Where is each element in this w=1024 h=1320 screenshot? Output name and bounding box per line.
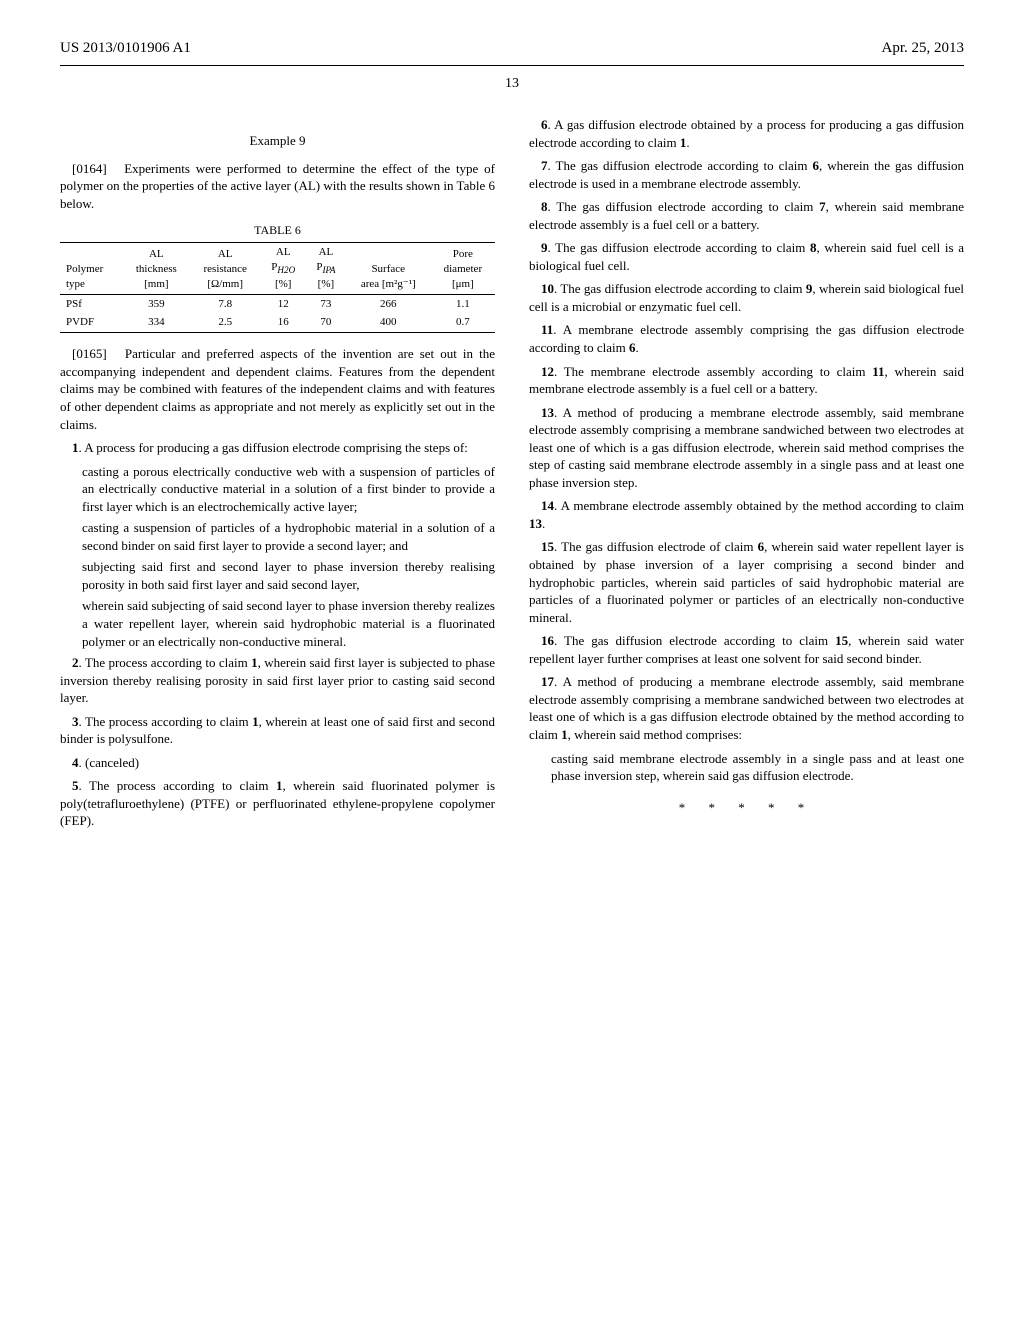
page-header: US 2013/0101906 A1 Apr. 25, 2013 xyxy=(60,40,964,57)
left-column: Example 9 [0164] Experiments were perfor… xyxy=(60,116,495,836)
claim-4: 4. (canceled) xyxy=(60,754,495,772)
claim-15: 15. The gas diffusion electrode of claim… xyxy=(529,538,964,626)
right-column: 6. A gas diffusion electrode obtained by… xyxy=(529,116,964,836)
th-ph2o: ALPH2O[%] xyxy=(260,243,306,294)
header-date: Apr. 25, 2013 xyxy=(882,40,965,57)
claim-12: 12. The membrane electrode assembly acco… xyxy=(529,363,964,398)
claim-17-step-1: casting said membrane electrode assembly… xyxy=(551,750,964,785)
claim-1-step-4: wherein said subjecting of said second l… xyxy=(82,597,495,650)
para-0165-text: Particular and preferred aspects of the … xyxy=(60,346,495,431)
th-resistance: ALresistance[Ω/mm] xyxy=(190,243,260,294)
para-0164: [0164] Experiments were performed to det… xyxy=(60,160,495,213)
claim-1: 1. A process for producing a gas diffusi… xyxy=(60,439,495,457)
th-polymer: Polymertype xyxy=(60,243,123,294)
claim-9: 9. The gas diffusion electrode according… xyxy=(529,239,964,274)
end-marks: * * * * * xyxy=(529,799,964,817)
table6-caption: TABLE 6 xyxy=(60,222,495,238)
header-pub-number: US 2013/0101906 A1 xyxy=(60,40,191,57)
claim-1-step-3: subjecting said first and second layer t… xyxy=(82,558,495,593)
claim-8: 8. The gas diffusion electrode according… xyxy=(529,198,964,233)
claim-14: 14. A membrane electrode assembly obtain… xyxy=(529,497,964,532)
table6: Polymertype ALthickness[mm] ALresistance… xyxy=(60,242,495,333)
claim-6: 6. A gas diffusion electrode obtained by… xyxy=(529,116,964,151)
example-heading: Example 9 xyxy=(60,132,495,150)
para-num-0164: [0164] xyxy=(72,161,107,176)
claim-16: 16. The gas diffusion electrode accordin… xyxy=(529,632,964,667)
th-pore: Porediameter[μm] xyxy=(431,243,495,294)
para-0164-text: Experiments were performed to determine … xyxy=(60,161,495,211)
header-rule xyxy=(60,65,964,66)
claim-3: 3. The process according to claim 1, whe… xyxy=(60,713,495,748)
claim-5: 5. The process according to claim 1, whe… xyxy=(60,777,495,830)
claim-17: 17. A method of producing a membrane ele… xyxy=(529,673,964,743)
para-num-0165: [0165] xyxy=(72,346,107,361)
page-number: 13 xyxy=(60,76,964,92)
two-column-body: Example 9 [0164] Experiments were perfor… xyxy=(60,116,964,836)
th-thickness: ALthickness[mm] xyxy=(123,243,190,294)
th-surface: Surfacearea [m²g⁻¹] xyxy=(346,243,431,294)
claim-7: 7. The gas diffusion electrode according… xyxy=(529,157,964,192)
th-pipa: ALPIPA[%] xyxy=(306,243,346,294)
table-row: PVDF 334 2.5 16 70 400 0.7 xyxy=(60,313,495,332)
claim-2: 2. The process according to claim 1, whe… xyxy=(60,654,495,707)
claim-1-step-2: casting a suspension of particles of a h… xyxy=(82,519,495,554)
claim-11: 11. A membrane electrode assembly compri… xyxy=(529,321,964,356)
claim-13: 13. A method of producing a membrane ele… xyxy=(529,404,964,492)
claim-1-step-1: casting a porous electrically conductive… xyxy=(82,463,495,516)
para-0165: [0165] Particular and preferred aspects … xyxy=(60,345,495,433)
claim-10: 10. The gas diffusion electrode accordin… xyxy=(529,280,964,315)
table-row: PSf 359 7.8 12 73 266 1.1 xyxy=(60,294,495,313)
